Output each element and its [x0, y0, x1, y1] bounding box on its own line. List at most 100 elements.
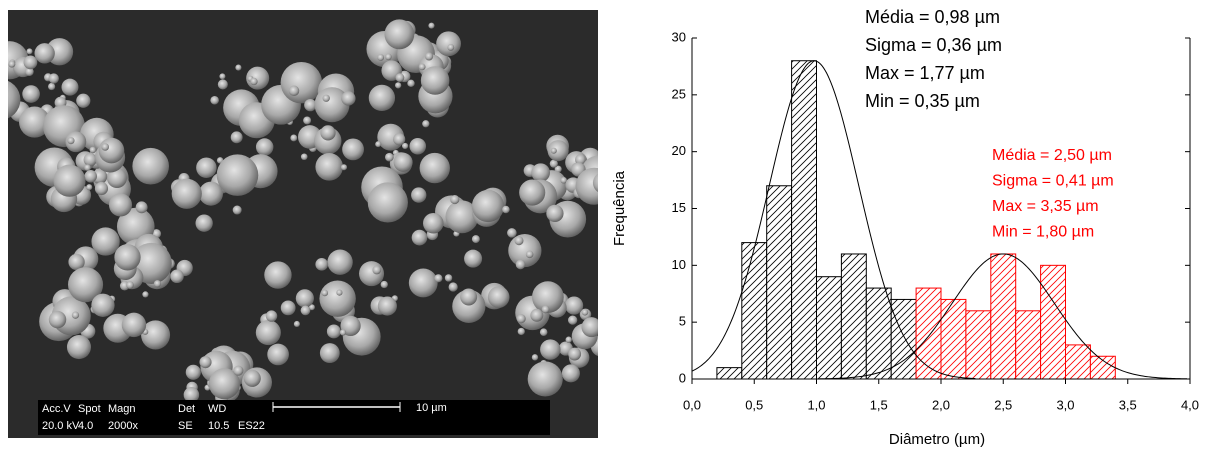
particle — [255, 320, 281, 346]
info-value: 4.0 — [78, 420, 93, 432]
histogram-bar — [915, 287, 942, 380]
particle — [195, 214, 213, 232]
particle — [185, 364, 201, 380]
particle — [199, 356, 212, 369]
histogram-bar — [965, 310, 992, 380]
particle — [326, 324, 341, 339]
particle — [408, 268, 438, 298]
particle — [531, 354, 539, 361]
info-label: Magn — [108, 403, 136, 415]
particle — [530, 308, 544, 322]
particle — [444, 274, 453, 282]
histogram-bar — [865, 287, 892, 380]
x-axis-label: Diâmetro (µm) — [889, 431, 985, 448]
particle — [61, 78, 79, 96]
particle — [393, 152, 413, 172]
histogram-bar — [791, 60, 817, 380]
histogram-bar — [766, 185, 793, 380]
particle — [23, 55, 38, 70]
particle — [515, 259, 526, 270]
particle — [546, 204, 564, 223]
stats-annotation: Max = 1,77 µm — [865, 63, 985, 83]
x-tick-label: 0,0 — [683, 397, 701, 412]
particle — [471, 189, 505, 223]
particle — [531, 163, 550, 182]
particle — [568, 347, 582, 361]
particle — [341, 91, 356, 106]
particle — [84, 170, 97, 183]
x-tick-label: 1,5 — [870, 397, 888, 412]
y-tick-label: 0 — [679, 370, 686, 385]
particle — [135, 201, 148, 214]
particle — [519, 179, 546, 206]
particle — [339, 329, 347, 336]
particle — [288, 85, 300, 96]
stats-annotation: Média = 0,98 µm — [865, 7, 1000, 27]
particle — [101, 143, 109, 151]
particle — [183, 387, 200, 403]
x-tick-label: 2,0 — [932, 397, 950, 412]
particle — [300, 305, 311, 316]
particle — [575, 154, 586, 165]
particle — [507, 228, 517, 238]
particle — [108, 193, 133, 217]
particle — [320, 125, 336, 141]
particle — [26, 48, 33, 55]
particle — [532, 281, 564, 313]
particle — [411, 187, 427, 203]
chart: 0 5 10 15 20 25 30 0,0 0,5 1,0 1,5 2,0 2,5 3,0 3,5 4,0 D… — [611, 7, 1199, 448]
particle — [377, 296, 397, 316]
particle — [126, 281, 134, 289]
particle — [141, 320, 171, 350]
particle — [8, 80, 21, 119]
particle — [540, 339, 561, 360]
histogram-bar — [716, 367, 743, 380]
particle — [377, 54, 385, 61]
particle — [447, 44, 455, 51]
particle — [434, 274, 443, 283]
particle — [385, 53, 392, 61]
particle — [208, 368, 241, 400]
x-tick-label: 3,0 — [1056, 397, 1074, 412]
particle — [508, 233, 542, 268]
particle — [436, 31, 461, 57]
stats-annotation: Sigma = 0,41 µm — [992, 173, 1114, 190]
particle — [8, 60, 16, 68]
particle — [525, 250, 534, 259]
info-value: 2000x — [108, 420, 138, 432]
particle — [319, 343, 340, 363]
particle — [98, 137, 125, 164]
particle — [380, 280, 388, 289]
histogram-bar — [990, 253, 1017, 380]
particle — [170, 269, 184, 284]
particle — [196, 157, 217, 178]
particle — [336, 289, 343, 296]
particle — [565, 296, 584, 315]
stats-annotation: Sigma = 0,36 µm — [865, 35, 1002, 55]
fit-curve — [691, 60, 976, 380]
particle — [315, 153, 343, 181]
sem-image — [8, 10, 598, 438]
particle — [84, 164, 91, 171]
particle — [89, 146, 97, 154]
particle — [217, 79, 228, 90]
particle — [549, 159, 558, 168]
y-axis-label: Frequência — [611, 170, 628, 246]
stats-annotation: Min = 1,80 µm — [992, 224, 1094, 241]
particle — [34, 43, 55, 64]
scale-label: 10 µm — [416, 402, 447, 414]
particle — [94, 181, 109, 196]
particle — [393, 133, 406, 146]
particle — [91, 293, 115, 317]
particle — [83, 153, 97, 167]
histogram-bar — [816, 276, 842, 380]
particle — [264, 261, 292, 289]
stats-annotation: Min = 0,35 µm — [865, 91, 980, 111]
info-value: SE — [178, 420, 193, 432]
info-label: Spot — [78, 403, 101, 415]
histogram-bar — [1040, 264, 1066, 380]
particle — [565, 336, 572, 343]
histogram-bar — [840, 253, 867, 380]
particle — [340, 164, 348, 171]
particle — [592, 173, 598, 193]
